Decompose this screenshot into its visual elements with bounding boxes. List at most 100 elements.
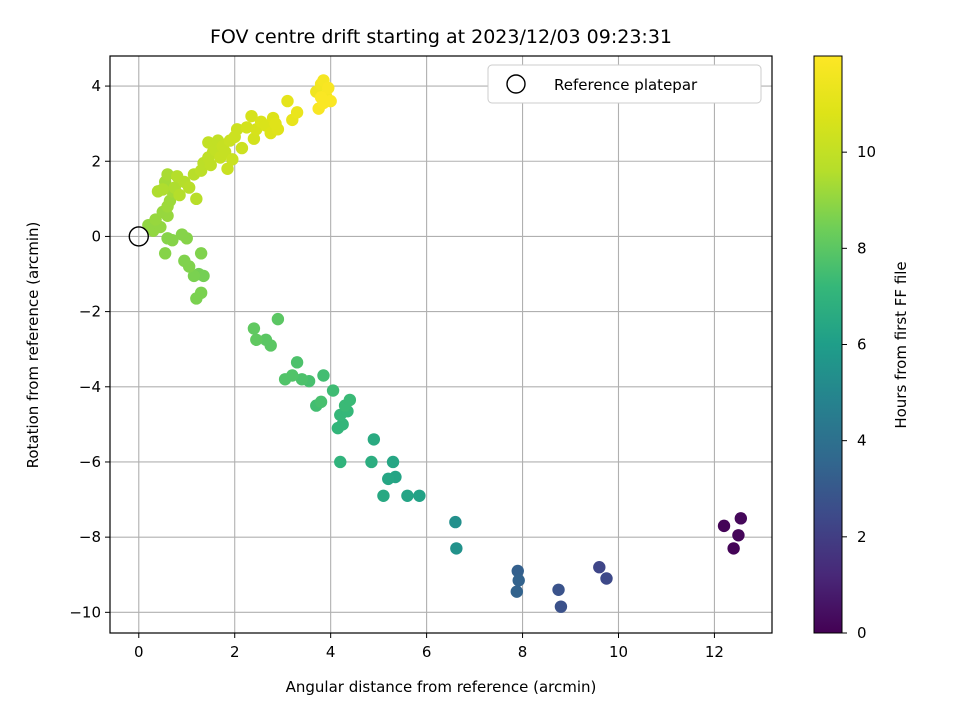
legend-box — [487, 64, 762, 104]
x-axis-label: Angular distance from reference (arcmin) — [286, 678, 597, 696]
reference-marker — [128, 226, 149, 247]
colorbar-tick-label: 6 — [857, 336, 867, 354]
data-point — [365, 455, 378, 469]
colorbar-ticks: 0 2 4 6 8 10 — [842, 143, 876, 642]
data-point — [382, 472, 395, 486]
data-point — [166, 233, 179, 247]
data-point — [182, 181, 196, 194]
data-point — [259, 333, 273, 347]
colorbar-tick-label: 2 — [857, 528, 867, 546]
data-point — [226, 153, 239, 166]
data-point — [552, 583, 565, 596]
colorbar-tick-label: 10 — [857, 143, 876, 161]
y-tick-label: −10 — [69, 603, 101, 621]
data-point — [326, 384, 340, 397]
grid-lines — [110, 56, 772, 633]
x-tick-label: 4 — [326, 643, 336, 661]
data-point — [170, 170, 184, 183]
data-point — [230, 123, 244, 136]
data-point — [600, 572, 613, 585]
colorbar-label: Hours from first FF file — [892, 261, 910, 428]
y-axis-ticks: −10 −8 −6 −4 −2 0 2 4 — [69, 77, 110, 621]
data-point — [593, 561, 606, 574]
y-tick-label: 4 — [91, 77, 101, 95]
data-point — [314, 91, 328, 104]
data-point — [178, 254, 191, 268]
colorbar-tick-label: 4 — [857, 432, 867, 450]
data-point — [717, 519, 731, 533]
data-point — [190, 192, 203, 206]
data-point — [322, 81, 335, 95]
data-point — [290, 356, 304, 369]
data-point — [173, 188, 186, 202]
data-point — [278, 373, 292, 386]
data-point — [314, 395, 328, 409]
data-point — [156, 183, 169, 196]
data-point — [158, 247, 172, 260]
x-tick-label: 2 — [230, 643, 240, 661]
y-tick-label: 0 — [91, 227, 101, 245]
data-point — [295, 373, 309, 386]
y-tick-label: −4 — [79, 378, 101, 396]
x-tick-label: 12 — [705, 643, 724, 661]
x-tick-label: 6 — [422, 643, 432, 661]
data-point — [734, 512, 748, 525]
legend-marker-icon — [506, 74, 526, 94]
data-point — [510, 585, 523, 598]
plot-frame — [109, 55, 773, 634]
data-point — [334, 455, 347, 469]
data-point — [554, 600, 568, 613]
data-point — [221, 162, 234, 175]
reference-point — [128, 226, 149, 247]
data-point — [190, 292, 203, 305]
data-point — [247, 132, 261, 145]
data-point — [732, 529, 745, 542]
data-point — [401, 489, 414, 502]
data-point — [343, 393, 357, 407]
data-point — [194, 247, 208, 260]
data-point — [413, 489, 426, 502]
data-point — [245, 109, 258, 123]
chart-title: FOV centre drift starting at 2023/12/03 … — [210, 26, 672, 48]
data-point — [235, 141, 249, 155]
data-point — [324, 94, 337, 108]
data-point — [271, 312, 285, 326]
data-point — [163, 194, 177, 207]
data-point — [240, 121, 253, 134]
x-axis-ticks: 0 2 4 6 8 10 12 — [134, 633, 724, 661]
legend: Reference platepar — [487, 64, 762, 104]
data-point — [377, 489, 390, 502]
data-point — [161, 168, 174, 181]
data-point — [727, 542, 740, 555]
colorbar-tick-label: 0 — [857, 624, 867, 642]
data-point — [290, 106, 304, 119]
data-point — [386, 455, 400, 469]
data-point — [250, 333, 263, 347]
data-point — [247, 322, 261, 335]
data-point — [204, 158, 217, 172]
y-tick-label: −8 — [79, 528, 101, 546]
y-tick-label: 2 — [91, 152, 101, 170]
data-point — [317, 369, 330, 382]
data-point — [512, 574, 525, 587]
data-point — [367, 433, 381, 446]
data-point — [187, 269, 201, 283]
colorbar-gradient — [813, 55, 843, 634]
x-tick-label: 8 — [518, 643, 528, 661]
data-point — [175, 228, 189, 241]
x-tick-label: 10 — [609, 643, 628, 661]
y-axis-label: Rotation from reference (arcmin) — [24, 222, 42, 469]
data-point — [511, 564, 524, 578]
y-tick-label: −2 — [79, 303, 101, 321]
x-tick-label: 0 — [134, 643, 144, 661]
colorbar: 0 2 4 6 8 10 Hours from first FF file — [813, 55, 910, 642]
colorbar-tick-label: 8 — [857, 239, 867, 257]
data-point — [450, 542, 463, 555]
data-point — [269, 117, 282, 130]
y-tick-label: −6 — [79, 453, 101, 471]
data-point — [449, 515, 462, 529]
legend-entry-reference: Reference platepar — [554, 76, 698, 94]
data-point — [281, 94, 294, 108]
data-points — [142, 74, 748, 613]
